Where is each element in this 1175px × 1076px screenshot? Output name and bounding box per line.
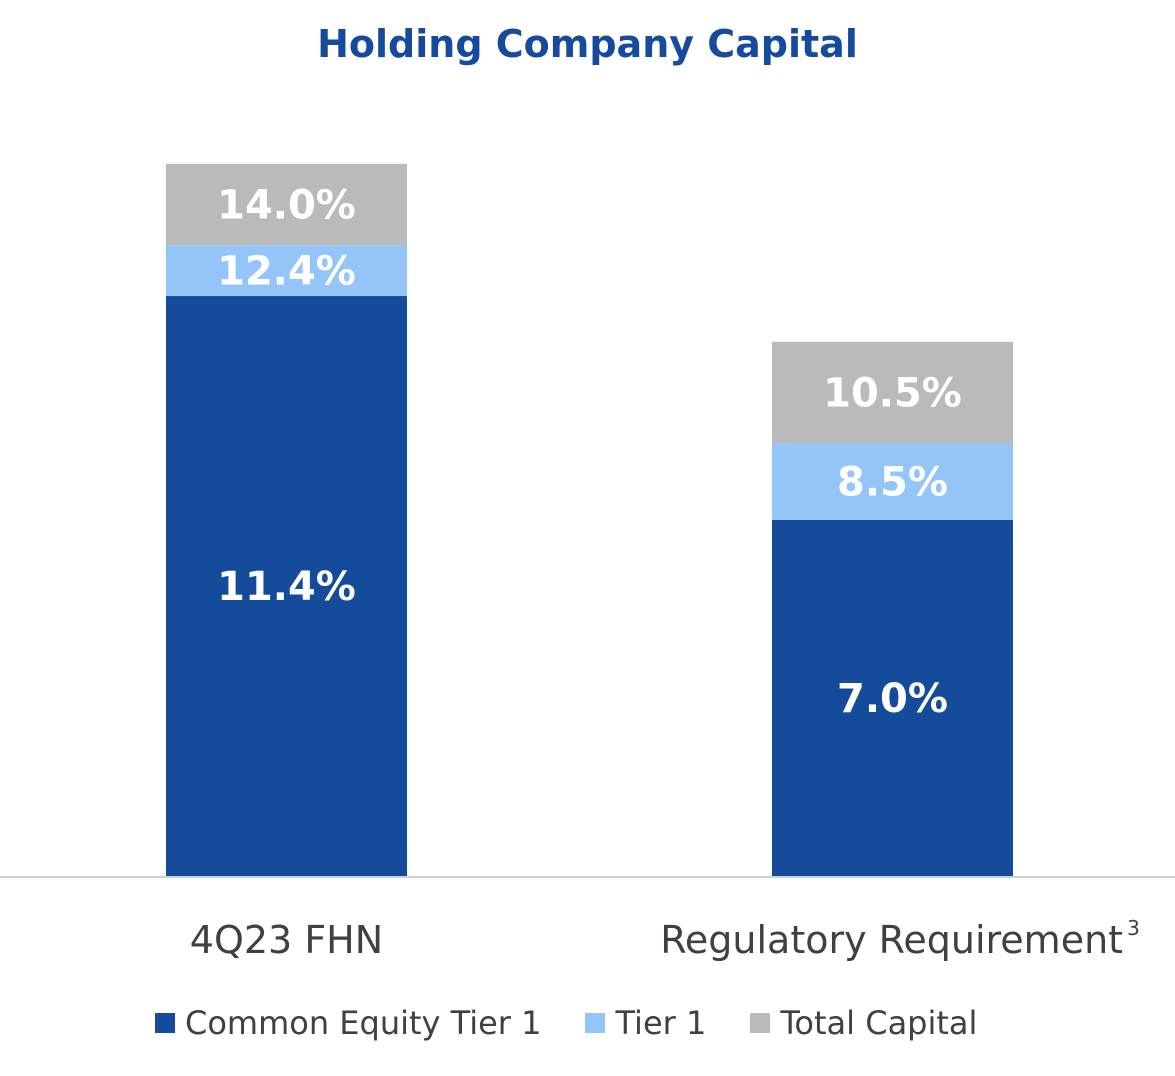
stacked-bar-chart: 11.4% 12.4% 14.0% 7.0% 8.5% 10.5% [0, 163, 1175, 878]
data-label: 7.0% [837, 676, 948, 722]
legend-item-cet1: Common Equity Tier 1 [155, 1004, 541, 1042]
category-text: Regulatory Requirement [660, 918, 1124, 962]
category-label-4q23-fhn: 4Q23 FHN [166, 918, 407, 962]
legend-label: Total Capital [780, 1004, 978, 1042]
bar-segment [166, 163, 407, 246]
bar-segment [772, 519, 1013, 876]
bar-segment [166, 296, 407, 876]
legend-item-tier1: Tier 1 [585, 1004, 706, 1042]
legend: Common Equity Tier 1 Tier 1 Total Capita… [155, 1004, 1021, 1042]
data-label: 14.0% [217, 182, 356, 228]
category-label-regulatory-requirement: Regulatory Requirement 3 [650, 916, 1150, 962]
legend-swatch [750, 1013, 771, 1033]
data-label: 11.4% [217, 564, 356, 610]
legend-item-total-capital: Total Capital [750, 1004, 977, 1042]
data-label: 10.5% [823, 371, 962, 417]
bar-segment [166, 245, 407, 297]
chart-title: Holding Company Capital [317, 22, 858, 66]
data-label: 12.4% [217, 249, 356, 295]
legend-label: Tier 1 [615, 1004, 707, 1042]
category-text: 4Q23 FHN [189, 918, 384, 962]
legend-label: Common Equity Tier 1 [185, 1004, 542, 1042]
footnote-superscript: 3 [1127, 916, 1140, 940]
bar-segment [772, 443, 1013, 520]
data-label: 8.5% [837, 460, 948, 506]
bar-segment [772, 341, 1013, 444]
legend-swatch [155, 1013, 175, 1033]
legend-swatch [585, 1013, 606, 1033]
